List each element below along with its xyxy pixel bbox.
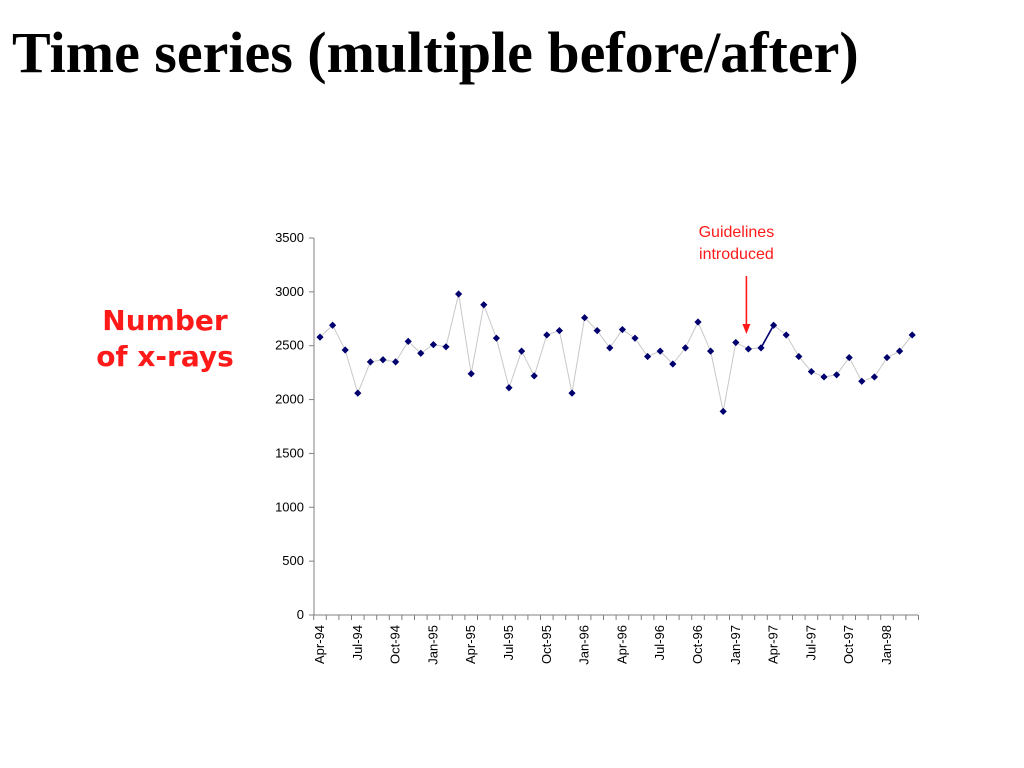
data-point [392,358,400,366]
slide-title: Time series (multiple before/after) [12,20,859,85]
data-point [719,407,727,416]
data-point [379,356,387,364]
data-point [543,331,551,339]
data-point [618,325,626,334]
data-point [631,334,639,342]
data-point [807,367,815,376]
y-tick-label: 2500 [275,338,304,353]
y-tick-label: 1500 [275,445,304,460]
data-point [555,327,563,335]
data-point [669,360,677,368]
data-point [417,349,425,357]
x-tick-label: Jan-97 [728,625,743,665]
data-point [883,353,891,362]
data-point [795,352,803,361]
annotation-text-line2: introduced [699,246,774,263]
x-tick-label: Apr-97 [766,625,781,664]
data-point [404,337,412,346]
data-point [833,371,841,379]
data-point [518,347,526,355]
x-tick-label: Oct-96 [690,625,705,664]
y-tick-labels: 0 500 1000 1500 2000 2500 3000 3500 [275,230,304,622]
data-point [480,301,488,309]
data-point [744,345,752,353]
x-tick-label: Apr-94 [312,625,327,664]
data-point [757,344,765,352]
data-point [442,343,450,351]
x-tick-label: Oct-95 [539,625,554,664]
guidelines-annotation: Guidelines introduced [699,224,775,334]
data-point [896,347,904,355]
x-tick-label: Jul-97 [803,625,818,660]
data-point [870,373,878,381]
y-axis-label-line1: Number [102,304,228,337]
x-tick-label: Jul-94 [350,625,365,660]
x-tick-label: Apr-96 [614,625,629,664]
data-point [908,331,916,339]
data-point [505,384,513,392]
data-point [530,372,538,380]
data-point [467,370,475,378]
data-point [858,377,866,385]
data-point [770,321,778,329]
data-point [820,373,828,381]
data-point [694,318,702,326]
data-point [707,347,715,355]
data-point [455,290,463,298]
data-point [782,331,790,339]
series-highlight-segment [760,324,775,349]
y-tick-label: 1000 [275,499,304,514]
x-tick-label: Oct-97 [841,625,856,664]
data-point [593,327,601,335]
data-point [341,346,349,354]
data-point [681,344,689,352]
data-point [845,353,853,362]
data-point [568,389,576,397]
data-point [366,358,374,366]
data-point [354,389,362,397]
y-tick-label: 0 [297,607,304,622]
series-line [319,293,913,412]
annotation-arrow-head [742,324,751,334]
data-point [581,314,589,322]
x-tick-labels: Apr-94 Jul-94 Oct-94 Jan-95 Apr-95 Jul-95 Oct-… [312,625,894,665]
data-point [656,347,664,355]
y-tick-label: 3000 [275,284,304,299]
x-tick-label: Jul-96 [652,625,667,660]
y-axis-label: Number of x-rays [80,303,250,375]
y-tick-label: 3500 [275,230,304,245]
x-tick-label: Jan-98 [879,625,894,665]
annotation-text-line1: Guidelines [699,224,775,241]
chart-axes [309,237,919,620]
x-tick-label: Jan-96 [577,625,592,665]
y-tick-label: 500 [282,553,304,568]
data-point [316,333,324,341]
x-tick-label: Jan-95 [425,625,440,665]
data-point [732,338,740,347]
data-point [329,321,337,329]
data-point [606,344,614,352]
y-axis-label-line2: of x-rays [96,340,234,373]
x-tick-label: Jul-95 [501,625,516,660]
data-point [644,352,652,361]
x-tick-label: Apr-95 [463,625,478,664]
y-tick-label: 2000 [275,392,304,407]
x-tick-label: Oct-94 [388,625,403,664]
data-point [429,341,437,349]
data-series [316,290,916,416]
data-point [492,334,500,342]
